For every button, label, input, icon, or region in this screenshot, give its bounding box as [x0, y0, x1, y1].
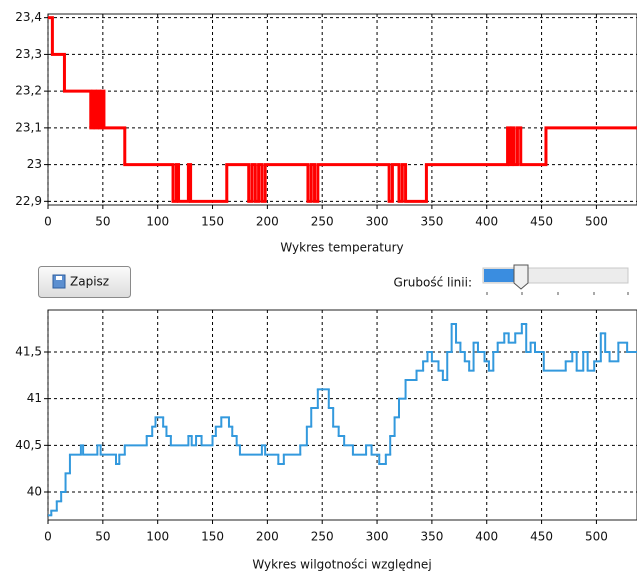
x-tick-label: 150 [201, 530, 224, 544]
data-line [48, 16, 637, 203]
slider-thumb[interactable] [513, 264, 529, 290]
save-button[interactable]: Zapisz [38, 266, 131, 298]
chart-title: Wykres wilgotności względnej [252, 558, 431, 572]
chart-title: Wykres temperatury [280, 241, 403, 255]
slider-fill [484, 269, 520, 282]
data-line [48, 323, 637, 517]
x-tick-label: 400 [475, 530, 498, 544]
x-tick-label: 500 [585, 215, 608, 229]
x-tick-label: 0 [44, 215, 52, 229]
x-tick-label: 50 [95, 530, 110, 544]
y-tick-label: 23 [27, 157, 42, 171]
save-icon-label [56, 276, 62, 280]
x-tick-label: 150 [201, 215, 224, 229]
x-tick-label: 350 [420, 215, 443, 229]
x-tick-label: 400 [475, 215, 498, 229]
y-tick-label: 23,2 [15, 84, 42, 98]
button-frame[interactable] [38, 266, 131, 298]
x-tick-label: 300 [366, 530, 389, 544]
x-tick-label: 250 [311, 530, 334, 544]
x-tick-label: 300 [366, 215, 389, 229]
y-tick-label: 22,9 [15, 194, 42, 208]
y-tick-label: 23,3 [15, 47, 42, 61]
x-tick-label: 200 [256, 215, 279, 229]
button-label[interactable]: Zapisz [70, 275, 109, 289]
x-tick-label: 200 [256, 530, 279, 544]
y-tick-label: 40,5 [15, 438, 42, 452]
slider-label: Grubość linii: [394, 276, 472, 290]
x-tick-label: 250 [311, 215, 334, 229]
x-tick-label: 100 [146, 530, 169, 544]
y-tick-label: 23,4 [15, 10, 42, 24]
plot-area [47, 309, 637, 521]
x-tick-label: 50 [95, 215, 110, 229]
y-tick-label: 40 [27, 485, 42, 499]
x-tick-label: 350 [420, 530, 443, 544]
y-tick-label: 23,1 [15, 120, 42, 134]
slider-ticks [486, 292, 629, 295]
x-tick-label: 100 [146, 215, 169, 229]
x-tick-label: 500 [585, 530, 608, 544]
x-tick-label: 450 [530, 530, 553, 544]
x-tick-label: 0 [44, 530, 52, 544]
line-width-slider[interactable] [482, 264, 629, 295]
x-tick-label: 450 [530, 215, 553, 229]
y-tick-label: 41,5 [15, 345, 42, 359]
plot-area [47, 13, 637, 206]
y-tick-label: 41 [27, 391, 42, 405]
